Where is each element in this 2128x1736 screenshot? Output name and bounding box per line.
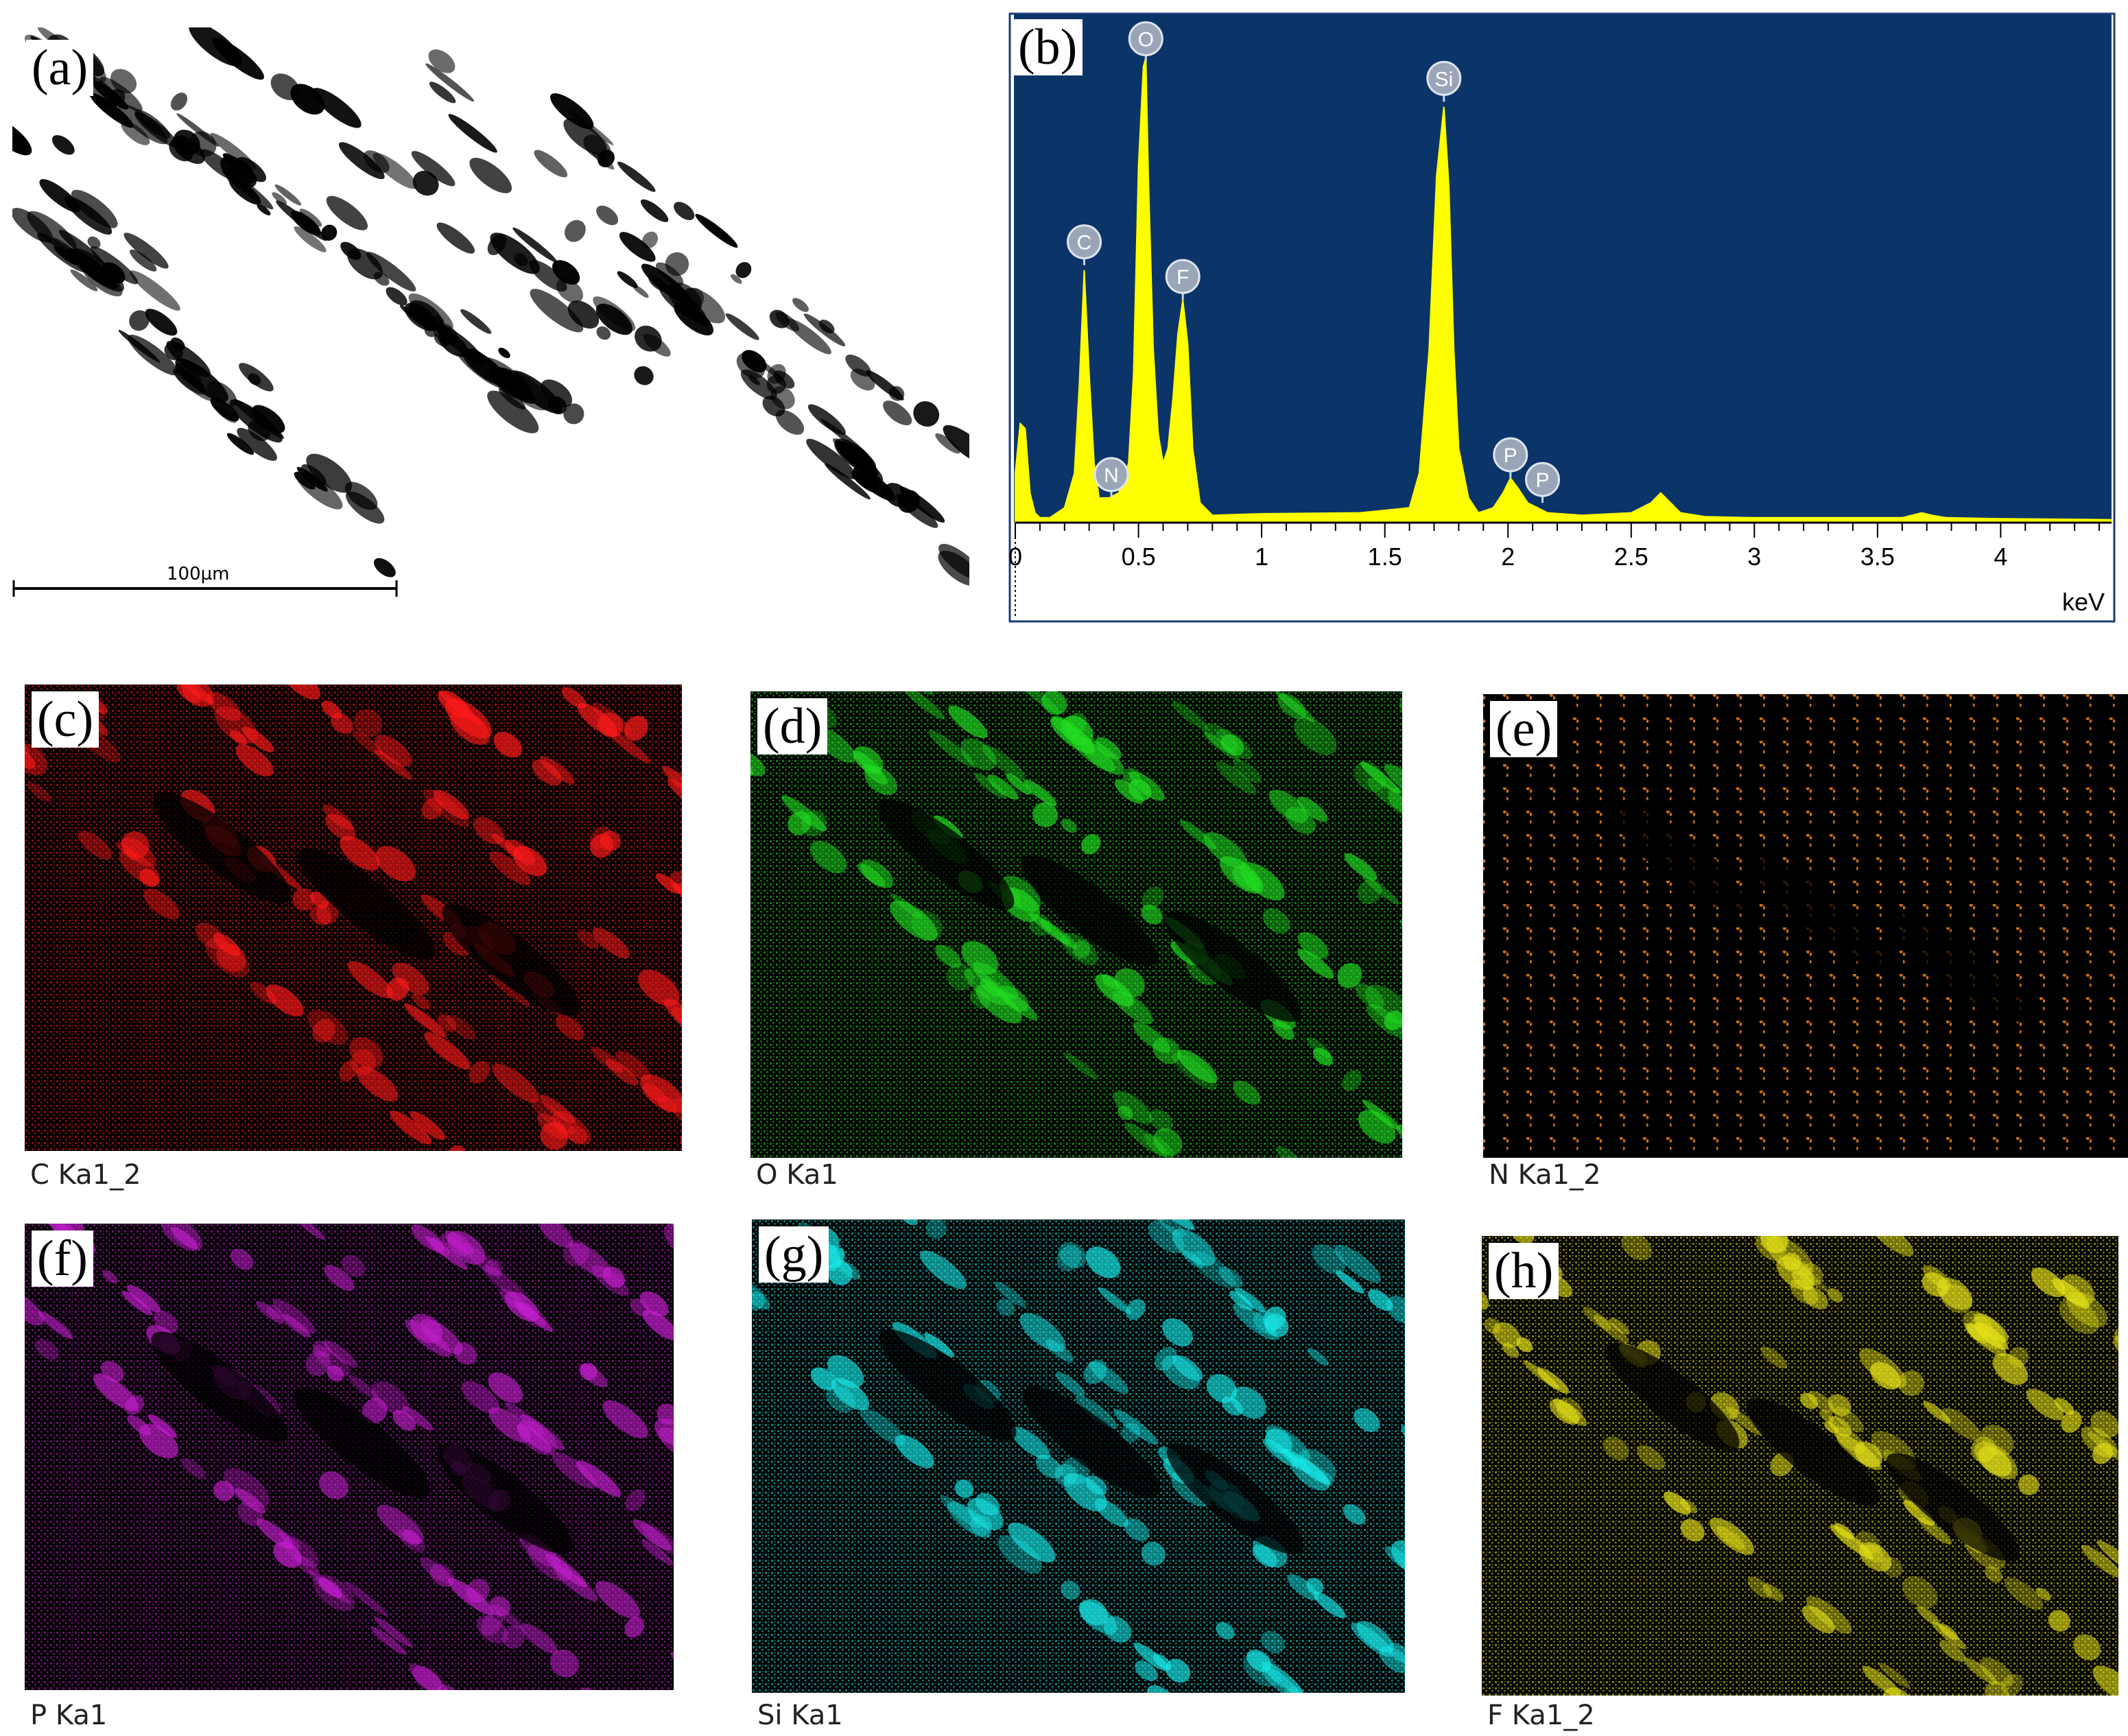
element-map-f: (f) <box>25 1224 674 1690</box>
peak-label: P <box>1504 444 1517 467</box>
peak-label: C <box>1077 232 1092 254</box>
peak-marker: P <box>1525 462 1560 503</box>
element-map-image <box>25 1224 674 1690</box>
eds-spectrum-chart: C N O F Si PP 0 0.5 1 1.5 2 2.5 3 3.5 4 keV <box>1008 12 2117 623</box>
eds-spectrum-panel: C N O F Si P P 0 0.5 1 1.5 2 2.5 3 3.5 4 keV (b) <box>1008 12 2117 623</box>
peak-label: Si <box>1434 68 1453 91</box>
peak-label: O <box>1138 29 1154 51</box>
panel-label-d: (d) <box>757 698 828 754</box>
map-caption-d: O Ka1 <box>756 1159 838 1191</box>
peak-marker: P <box>1493 437 1528 478</box>
panel-label-e: (e) <box>1490 701 1558 757</box>
x-tick-label: 0.5 <box>1122 543 1156 571</box>
peak-label: P <box>1535 469 1549 492</box>
map-caption-g: Si Ka1 <box>757 1700 843 1731</box>
element-map-image <box>752 1220 1405 1693</box>
panel-label-g: (g) <box>759 1226 829 1283</box>
element-map-image <box>1483 694 2128 1158</box>
map-caption-c: C Ka1_2 <box>30 1159 141 1191</box>
x-tick-label: 0 <box>1008 543 1022 571</box>
element-map-e: (e) <box>1483 694 2128 1158</box>
panel-label-h: (h) <box>1489 1243 1559 1299</box>
scale-bar-label: 100µm <box>167 564 230 584</box>
element-map-c: (c) <box>25 685 682 1151</box>
x-tick-label: 2 <box>1501 543 1515 571</box>
sem-image-panel: 100µm (a) <box>12 27 969 597</box>
element-map-h: (h) <box>1482 1236 2118 1696</box>
panel-label-b: (b) <box>1013 19 1083 75</box>
peak-marker: Si <box>1426 60 1462 102</box>
peak-label: F <box>1177 266 1189 289</box>
element-map-g: (g) <box>752 1220 1405 1693</box>
peak-marker: C <box>1067 224 1102 265</box>
sem-image <box>12 27 969 597</box>
map-caption-e: N Ka1_2 <box>1489 1159 1601 1191</box>
element-map-d: (d) <box>750 691 1402 1158</box>
element-map-image <box>750 691 1402 1158</box>
element-map-image <box>1482 1236 2118 1696</box>
x-tick-label: 1.5 <box>1368 543 1402 571</box>
x-tick-label: 3 <box>1747 543 1761 571</box>
peak-marker: O <box>1128 21 1163 62</box>
x-tick-label: 3.5 <box>1860 543 1895 571</box>
panel-label-f: (f) <box>32 1230 93 1287</box>
element-map-image <box>25 685 682 1151</box>
map-caption-f: P Ka1 <box>30 1700 108 1731</box>
panel-label-c: (c) <box>32 691 99 748</box>
x-tick-label: 2.5 <box>1614 543 1648 571</box>
peak-marker: F <box>1165 259 1201 300</box>
peak-marker: N <box>1093 457 1129 498</box>
panel-label-a: (a) <box>26 40 94 96</box>
map-caption-h: F Ka1_2 <box>1487 1700 1595 1731</box>
x-tick-label: 4 <box>1994 543 2007 571</box>
x-tick-label: 1 <box>1255 543 1268 571</box>
peak-label: N <box>1104 464 1119 487</box>
x-axis-label: keV <box>2062 588 2105 616</box>
